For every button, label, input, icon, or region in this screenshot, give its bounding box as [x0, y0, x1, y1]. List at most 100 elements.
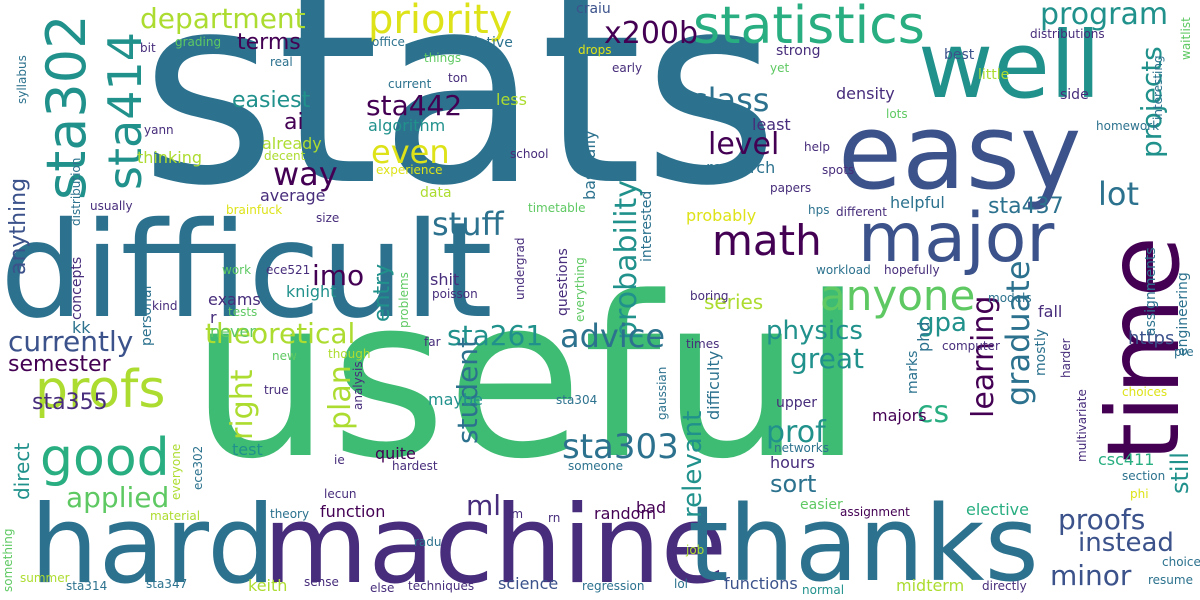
word-profs: profs [35, 360, 166, 420]
word-series: series [704, 290, 764, 314]
word-science: science [498, 574, 559, 593]
word-density: density [836, 84, 895, 103]
word-statistics: statistics [693, 0, 925, 56]
word-great: great [790, 342, 865, 375]
word-stats: stats [140, 0, 780, 243]
word-lot: lot [1098, 175, 1140, 213]
word-r: r [210, 308, 217, 327]
word-distributions: distributions [1030, 27, 1105, 41]
word-something: something [1, 528, 15, 592]
word-learning: learning [966, 295, 1001, 418]
word-sta302: sta302 [35, 14, 98, 200]
word-right: right [225, 369, 260, 441]
word-engineering: engineering [1175, 272, 1191, 356]
word-terms: terms [237, 30, 301, 55]
word-helpful: helpful [890, 193, 945, 212]
word-current: current [388, 77, 432, 91]
word-quite: quite [375, 444, 416, 463]
word-difficult: difficult [0, 194, 493, 348]
word-else: else [370, 581, 395, 595]
word-material: material [150, 509, 201, 523]
word-still: still [1166, 452, 1194, 494]
word-true: true [264, 383, 289, 397]
word-relevant: relevant [678, 410, 708, 518]
word-resume: resume [1148, 573, 1193, 587]
word-gaussian: gaussian [655, 366, 669, 420]
word-currently: currently [8, 325, 134, 358]
word-difficulty: difficulty [704, 350, 723, 420]
word-distribution: distribution [69, 157, 83, 226]
word-average: average [260, 186, 326, 205]
word-everything: everything [573, 257, 587, 322]
word-basically: basically [580, 130, 599, 200]
word-techniques: techniques [408, 579, 475, 593]
word-tests: tests [228, 305, 258, 319]
word-kk: kk [72, 318, 91, 337]
word-ml: ml [466, 489, 502, 522]
word-applied: applied [66, 481, 170, 514]
word-sta347: sta347 [146, 577, 188, 591]
word-anyone: anyone [820, 271, 976, 320]
word-research: research [706, 158, 776, 177]
word-functions: functions [724, 574, 798, 593]
word-new: new [272, 349, 297, 363]
word-computer: computer [942, 339, 1000, 353]
word-https: https [1128, 328, 1175, 349]
word-elective: elective [966, 500, 1029, 519]
word-gpa: gpa [918, 308, 967, 338]
word-lots: lots [886, 107, 908, 121]
word-timetable: timetable [528, 201, 586, 215]
word-papers: papers [770, 181, 812, 195]
word-semester: semester [8, 352, 111, 377]
word-marks: marks [905, 350, 921, 394]
word-function: function [320, 502, 386, 521]
word-hours: hours [770, 453, 815, 472]
word-directly: directly [982, 579, 1027, 593]
word-never: never [210, 322, 256, 341]
word-keith: keith [248, 576, 288, 595]
word-knight: knight [286, 282, 337, 301]
word-fall: fall [1038, 302, 1063, 321]
word-relative: relative [460, 35, 513, 51]
word-size: size [316, 211, 340, 225]
word-radu: radu [414, 535, 442, 549]
word-usually: usually [90, 199, 133, 213]
word-work: work [222, 263, 252, 277]
word-algorithm: algorithm [368, 116, 446, 135]
word-department: department [140, 2, 306, 35]
word-everyone: everyone [169, 443, 183, 500]
word-homework: homework [1096, 119, 1160, 133]
word-concepts: concepts [69, 256, 85, 320]
word-waitlist: waitlist [1179, 17, 1193, 60]
word-syllabus: syllabus [15, 55, 29, 104]
word-sta314: sta314 [66, 579, 108, 593]
word-brainfuck: brainfuck [226, 203, 283, 217]
word-hopefully: hopefully [884, 263, 940, 277]
word-hard: hard [30, 483, 276, 600]
word-ton: ton [448, 71, 468, 85]
word-grading: grading [175, 35, 222, 49]
word-probably: probably [686, 206, 757, 225]
word-easy: easy [838, 91, 1082, 213]
word-far: far [424, 335, 441, 349]
word-personal: personal [139, 285, 155, 346]
word-boring: boring [690, 289, 729, 303]
word-problems: problems [397, 272, 411, 328]
word-easier: easier [800, 497, 843, 513]
word-sta355: sta355 [32, 390, 108, 415]
word-undergrad: undergrad [513, 237, 527, 300]
word-assignment: assignment [840, 505, 910, 519]
word-ai: ai [284, 110, 304, 135]
word-lol: lol [674, 577, 689, 591]
word-physics: physics [766, 316, 863, 346]
word-help: help [804, 140, 830, 154]
word-analysis: analysis [351, 361, 365, 410]
word-maybe: maybe [428, 390, 483, 409]
word-easiest: easiest [232, 88, 311, 113]
word-bad: bad [636, 498, 667, 517]
word-good: good [40, 428, 170, 488]
word-im: im [508, 507, 524, 521]
word-section: section [1122, 469, 1166, 483]
word-sort: sort [770, 470, 817, 498]
